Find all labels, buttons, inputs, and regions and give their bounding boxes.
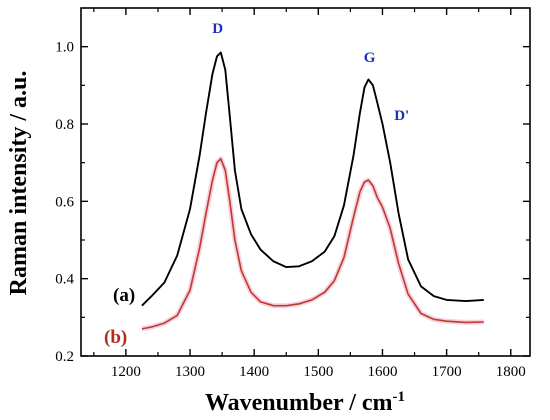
peak-label: D' (394, 108, 409, 124)
y-tick-label: 0.2 (55, 349, 74, 365)
annotation-layer: D G D' (212, 21, 409, 124)
x-axis-title-superscript: -1 (393, 389, 406, 405)
x-tick-label: 1800 (496, 364, 526, 380)
x-tick-label: 1600 (367, 364, 397, 380)
series-label-b: (b) (104, 327, 127, 348)
series-line-b (141, 158, 484, 330)
y-tick-label: 0.6 (55, 194, 74, 210)
x-tick-label: 1300 (175, 364, 205, 380)
peak-label: D (212, 21, 223, 37)
series-label-a: (a) (113, 285, 135, 306)
x-axis-ticks: 1200 1300 1400 1500 1600 1700 1800 (93, 8, 526, 380)
x-tick-label: 1400 (239, 364, 269, 380)
x-tick-label: 1700 (432, 364, 462, 380)
y-tick-label: 0.8 (55, 117, 74, 133)
x-axis-title: Wavenumber / cm-1 (205, 389, 405, 416)
series-line-a (141, 51, 484, 307)
y-axis-ticks: 0.2 0.4 0.6 0.8 1.0 (55, 40, 530, 365)
x-axis-title-main: Wavenumber / cm (205, 390, 393, 416)
x-tick-label: 1500 (303, 364, 333, 380)
peak-label: G (364, 50, 376, 66)
y-tick-label: 0.4 (55, 272, 74, 288)
x-tick-label: 1200 (111, 364, 141, 380)
series-b-halo (141, 156, 484, 332)
y-axis-title: Raman intensity / a.u. (6, 71, 32, 296)
y-tick-label: 1.0 (55, 40, 74, 56)
series-layer (141, 51, 484, 332)
plot-frame (80, 7, 531, 357)
